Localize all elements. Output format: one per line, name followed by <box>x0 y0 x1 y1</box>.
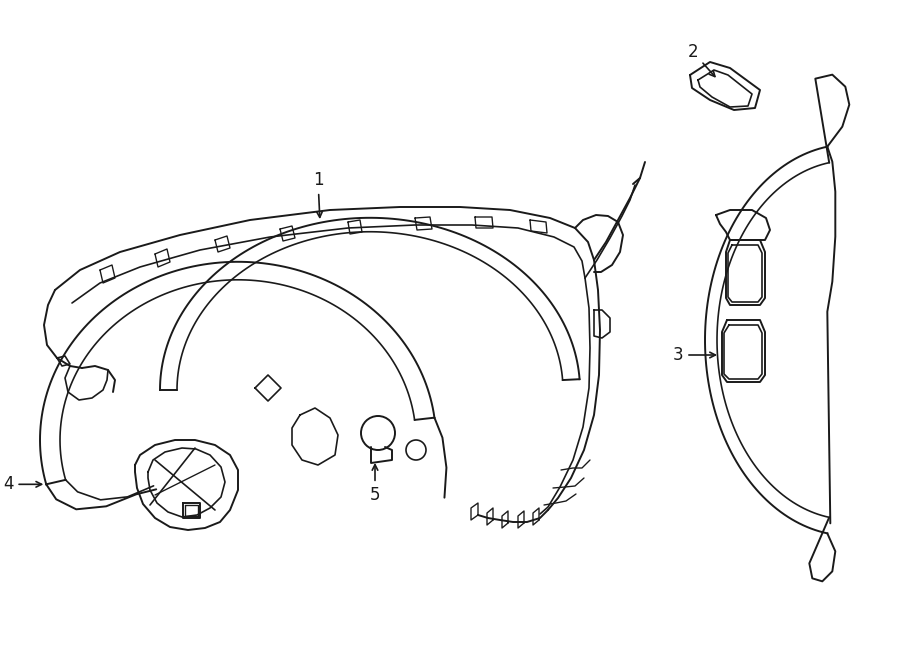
Text: 2: 2 <box>688 43 715 77</box>
Text: 4: 4 <box>3 475 41 493</box>
Text: 3: 3 <box>672 346 716 364</box>
Text: 5: 5 <box>370 465 380 504</box>
Text: 1: 1 <box>312 171 323 217</box>
